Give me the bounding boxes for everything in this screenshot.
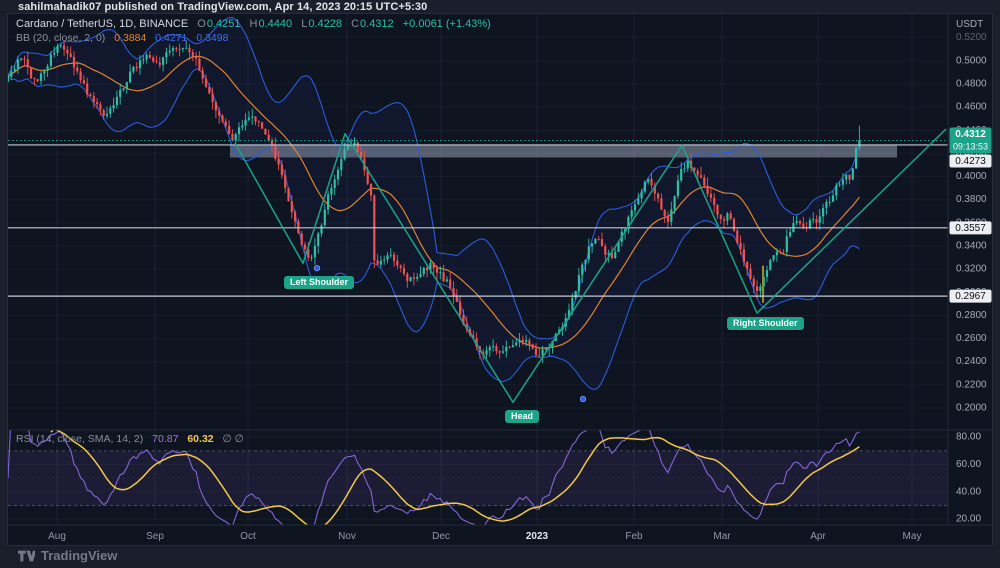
- pattern-label-right-shoulder[interactable]: Right Shoulder: [727, 317, 804, 330]
- bb-lower-value: 0.3498: [196, 32, 229, 44]
- chart-plot[interactable]: USDT0.52000.50000.48000.46000.44000.4200…: [8, 14, 992, 545]
- svg-text:2023: 2023: [526, 531, 549, 542]
- svg-text:0.5200: 0.5200: [956, 32, 987, 43]
- bb-basis-value: 0.3884: [114, 32, 147, 44]
- svg-text:USDT: USDT: [956, 19, 983, 30]
- svg-text:20.00: 20.00: [956, 514, 981, 525]
- svg-text:0.3200: 0.3200: [956, 264, 987, 275]
- svg-text:0.5000: 0.5000: [956, 55, 987, 66]
- svg-text:40.00: 40.00: [956, 486, 981, 497]
- rsi-sma-value: 60.32: [187, 433, 214, 445]
- svg-text:0.3557: 0.3557: [955, 223, 986, 234]
- tradingview-logo-text: TradingView: [41, 548, 118, 563]
- svg-text:0.3800: 0.3800: [956, 194, 987, 205]
- svg-text:0.2600: 0.2600: [956, 333, 987, 344]
- svg-text:0.4000: 0.4000: [956, 171, 987, 182]
- price-axis[interactable]: USDT0.52000.50000.48000.46000.44000.4200…: [949, 19, 992, 525]
- grid-lines: [56, 14, 913, 525]
- close-label: C: [351, 18, 360, 30]
- symbol-title[interactable]: Cardano / TetherUS, 1D, BINANCE: [16, 18, 189, 30]
- svg-text:Aug: Aug: [48, 531, 66, 542]
- countdown: 09:13:53: [953, 141, 988, 151]
- rsi-value: 70.87: [152, 433, 179, 445]
- low-value: 0.4228: [308, 18, 342, 30]
- svg-text:May: May: [903, 531, 922, 542]
- svg-text:0.4600: 0.4600: [956, 102, 987, 113]
- level-tag: 0.4273: [949, 154, 992, 168]
- open-label: O: [197, 18, 206, 30]
- svg-text:0.4312: 0.4312: [955, 129, 986, 140]
- rsi-title[interactable]: RSI (14, close, SMA, 14, 2): [16, 433, 144, 445]
- tradingview-mark-icon: [18, 550, 35, 561]
- svg-text:0.2000: 0.2000: [956, 403, 987, 414]
- pattern-label-head[interactable]: Head: [505, 410, 540, 423]
- bollinger-bands: [8, 16, 860, 390]
- svg-text:Feb: Feb: [625, 531, 643, 542]
- pane-separators: [8, 14, 992, 526]
- bb-title[interactable]: BB (20, close, 2, 0): [16, 32, 106, 44]
- svg-text:0.2967: 0.2967: [955, 291, 986, 302]
- close-value: 0.4312: [360, 18, 394, 30]
- bb-upper-value: 0.4271: [155, 32, 188, 44]
- symbol-legend[interactable]: Cardano / TetherUS, 1D, BINANCE O0.4251 …: [16, 18, 491, 30]
- level-tag: 0.3557: [949, 221, 992, 235]
- svg-text:0.3400: 0.3400: [956, 241, 987, 252]
- resistance-zone[interactable]: [230, 144, 897, 158]
- svg-text:0.4800: 0.4800: [956, 78, 987, 89]
- svg-text:Dec: Dec: [432, 531, 450, 542]
- chart-container[interactable]: USDT0.52000.50000.48000.46000.44000.4200…: [8, 14, 992, 545]
- svg-text:Oct: Oct: [240, 531, 256, 542]
- tradingview-logo[interactable]: TradingView: [18, 548, 117, 563]
- main-pane[interactable]: [8, 16, 948, 404]
- svg-text:Apr: Apr: [810, 531, 826, 542]
- svg-text:Mar: Mar: [713, 531, 731, 542]
- svg-text:0.2400: 0.2400: [956, 356, 987, 367]
- bb-legend[interactable]: BB (20, close, 2, 0) 0.3884 0.4271 0.349…: [16, 32, 228, 44]
- pattern-label-left-shoulder[interactable]: Left Shoulder: [284, 276, 354, 289]
- head-shoulders-drawing[interactable]: [234, 128, 947, 404]
- svg-text:0.2800: 0.2800: [956, 310, 987, 321]
- change-value: +0.0061 (+1.43%): [402, 18, 491, 30]
- time-axis[interactable]: Aug Sep Oct Nov Dec 2023 Feb Mar Apr May: [48, 531, 921, 542]
- svg-text:80.00: 80.00: [956, 432, 981, 443]
- open-value: 0.4251: [206, 18, 241, 30]
- svg-text:0.2200: 0.2200: [956, 379, 987, 390]
- high-label: H: [249, 18, 258, 30]
- low-label: L: [301, 18, 308, 30]
- rsi-pane: [8, 430, 948, 525]
- svg-text:Sep: Sep: [146, 531, 164, 542]
- level-lines[interactable]: [8, 144, 948, 297]
- svg-text:Nov: Nov: [338, 531, 356, 542]
- publish-header: sahilmahadik07 published on TradingView.…: [18, 1, 428, 13]
- high-value: 0.4440: [258, 18, 293, 30]
- rsi-legend[interactable]: RSI (14, close, SMA, 14, 2) 70.87 60.32 …: [16, 433, 244, 445]
- level-tag: 0.2967: [949, 289, 992, 303]
- svg-text:0.4273: 0.4273: [955, 156, 986, 167]
- svg-text:60.00: 60.00: [956, 459, 981, 470]
- rsi-extra: ∅ ∅: [222, 433, 244, 445]
